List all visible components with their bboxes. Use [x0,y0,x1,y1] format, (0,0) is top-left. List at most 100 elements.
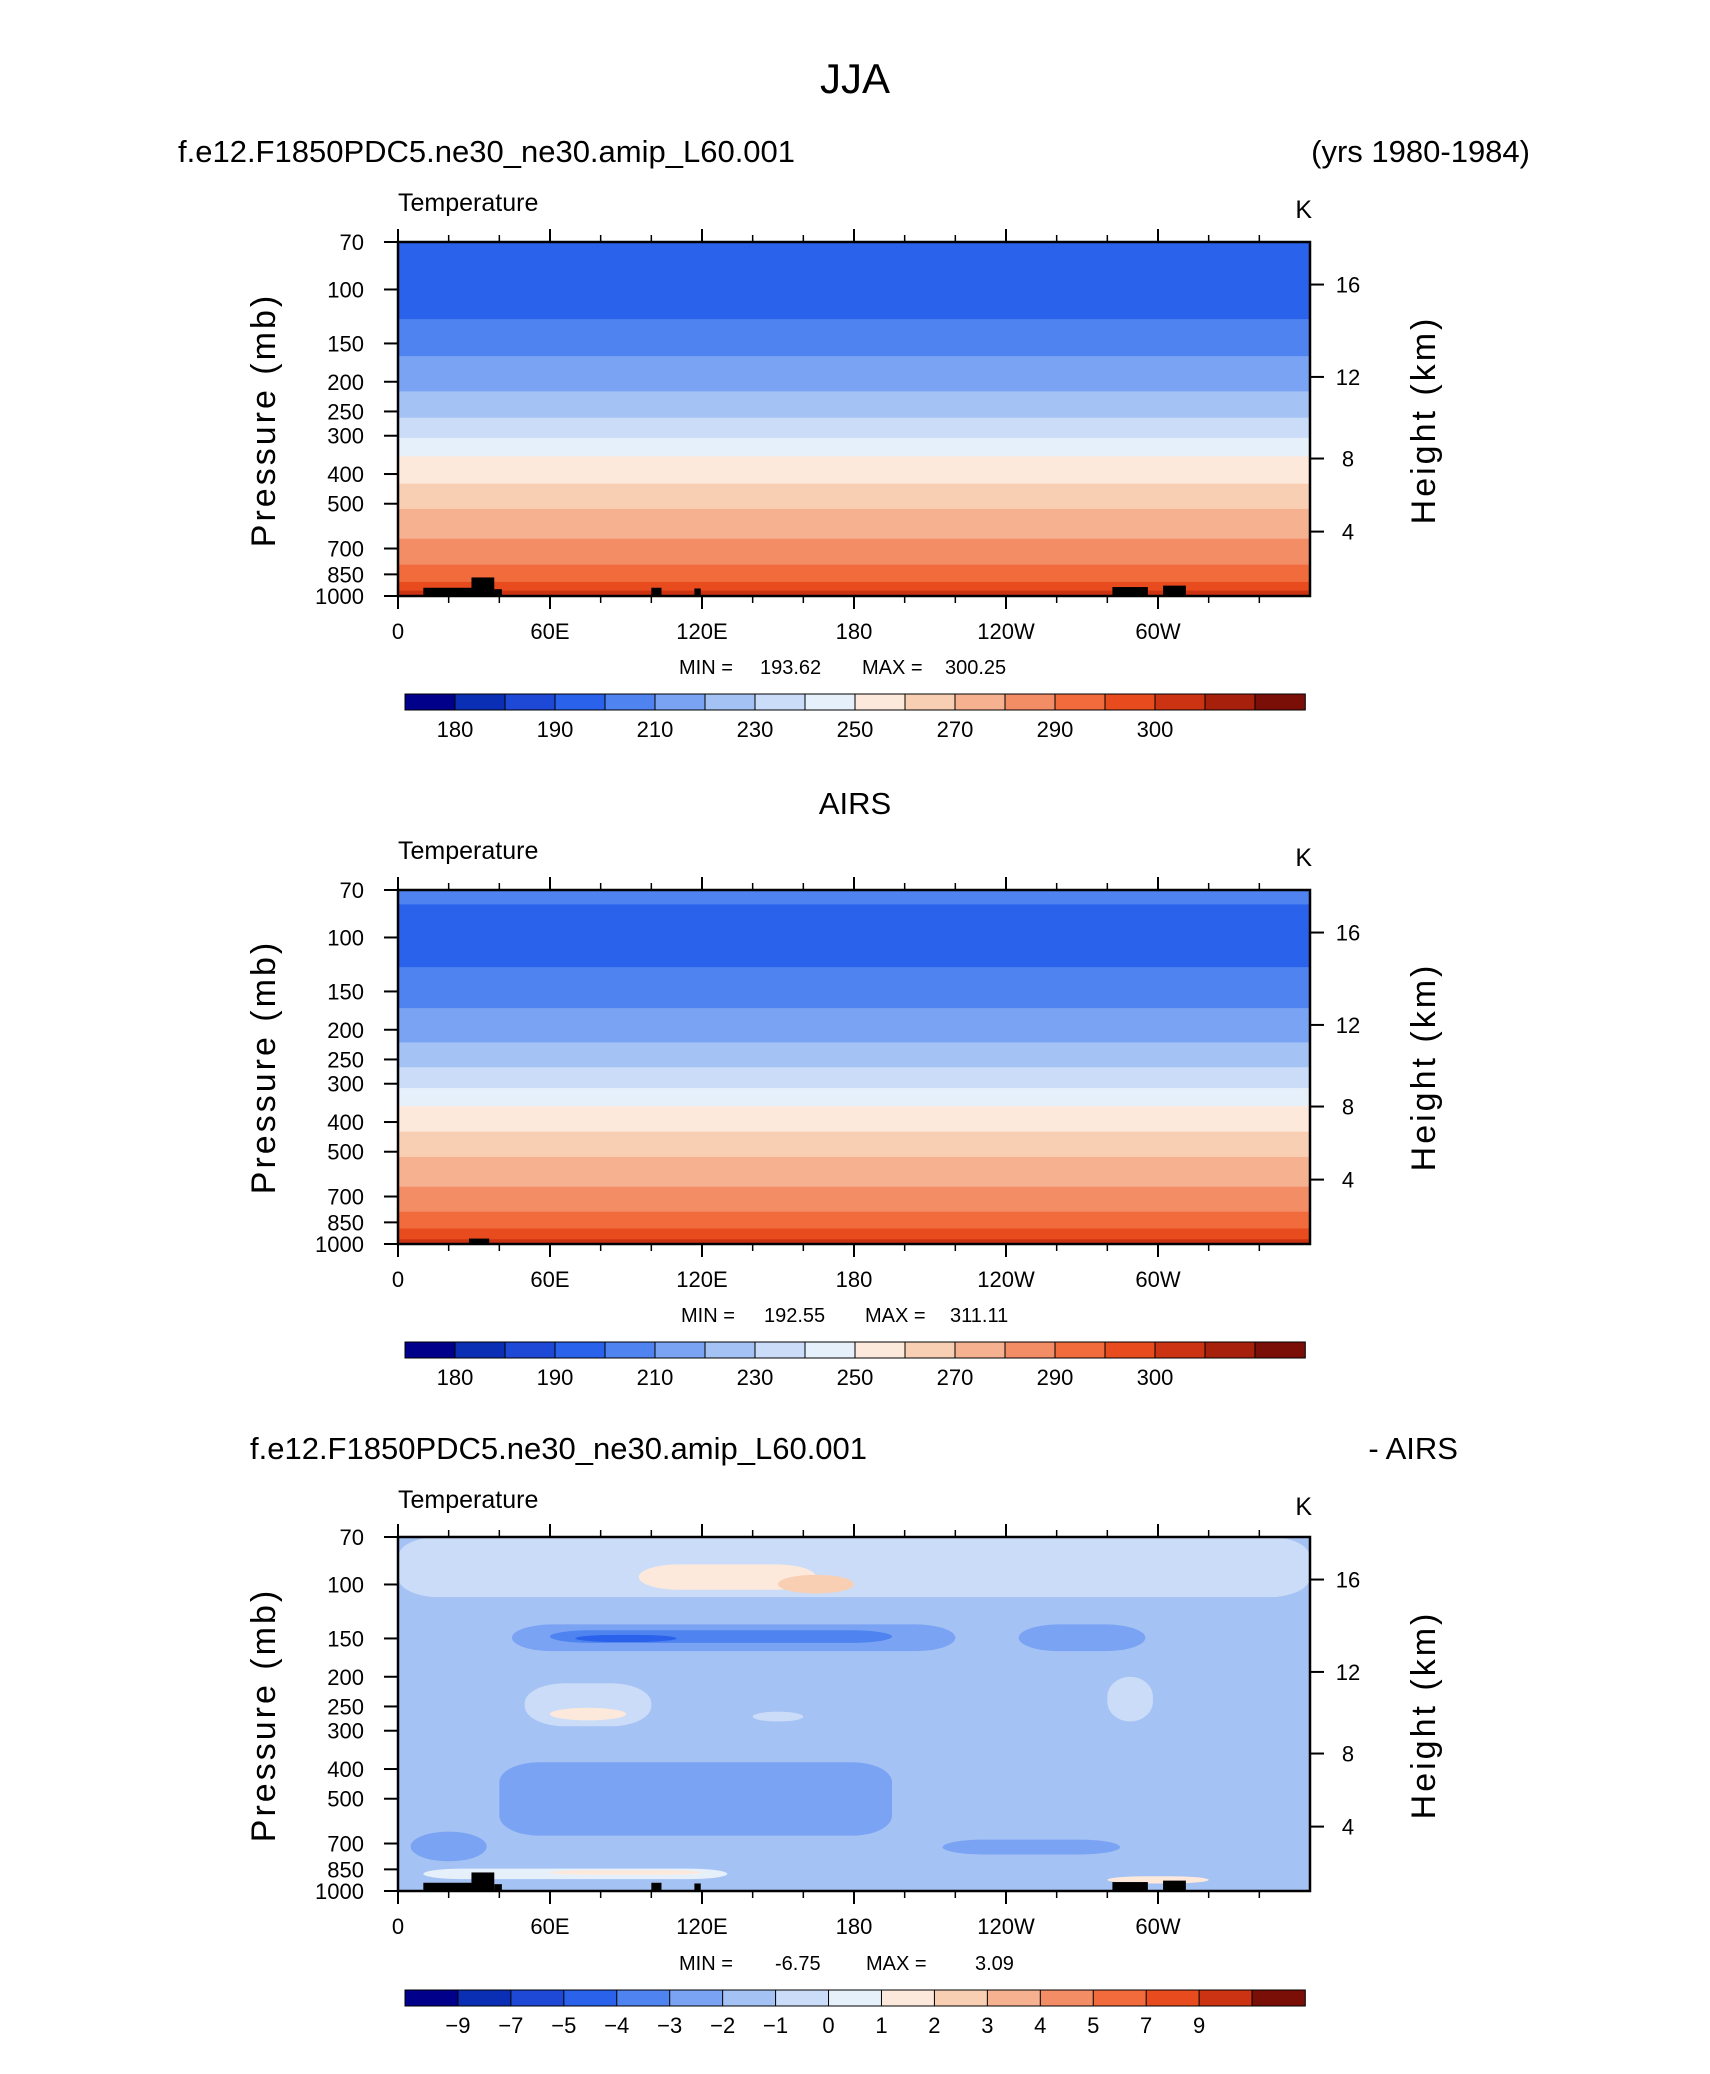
colorbar-swatch [604,1341,656,1359]
colorbar-swatch [1104,693,1156,711]
colorbar-swatch [1145,1989,1200,2007]
colorbar-swatch [986,1989,1042,2007]
topography-mask [1112,587,1148,596]
colorbar-label: 270 [937,717,974,742]
y-tick-label: 850 [327,1857,364,1882]
colorbar-swatch [704,693,756,711]
colorbar-swatch [904,1341,956,1359]
panel-1-min-value: 193.62 [760,657,821,679]
contour-region [778,1574,854,1594]
x-tick-label: 60E [530,1914,569,1939]
panel-2-max-label: MAX = [865,1305,926,1327]
y-tick-label: 200 [327,370,364,395]
colorbar-label: 230 [737,717,774,742]
contour-region [1107,1676,1153,1722]
colorbar-swatch [1154,693,1206,711]
colorbar-swatch [1004,1341,1056,1359]
height-tick-label: 12 [1336,1013,1360,1038]
colorbar-swatch [775,1989,830,2007]
panel-2-max-value: 311.11 [950,1305,1008,1327]
colorbar-label: 190 [537,1365,574,1390]
colorbar-swatch [404,1989,459,2007]
height-tick-label: 8 [1342,447,1354,472]
panel-1-colorbar: 180 190 210 230 250 270 290 300 [404,693,1306,742]
y-tick-label: 400 [327,1757,364,1782]
contour-band [398,483,1310,510]
contour-band [398,538,1310,566]
panel-2-units-label: K [1295,844,1312,872]
y-tick-label: 100 [327,1572,364,1597]
panel-3-max-label: MAX = [866,1953,927,1975]
y-tick-label: 700 [327,1185,364,1210]
x-tick-label: 60E [530,1267,569,1292]
contour-band [398,1067,1310,1089]
colorbar-swatch [722,1989,777,2007]
x-tick-label: 0 [392,1267,404,1292]
height-tick-label: 4 [1342,1815,1354,1840]
panel-1-variable-label: Temperature [398,189,538,217]
contour-band [398,1106,1310,1133]
height-tick-label: 16 [1336,921,1360,946]
topography-mask [694,588,701,596]
colorbar-swatch [1204,693,1256,711]
colorbar-swatch [604,693,656,711]
colorbar-label: −3 [657,2013,682,2038]
contour-band [398,391,1310,419]
colorbar-swatch [804,1341,856,1359]
colorbar-swatch [880,1989,936,2007]
x-tick-label: 60W [1135,1267,1180,1292]
contour-band [398,1008,1310,1043]
colorbar-label: −5 [551,2013,576,2038]
contour-region [550,1870,702,1875]
colorbar-swatch [504,693,556,711]
height-tick-label: 12 [1336,365,1360,390]
colorbar-swatch [554,1341,606,1359]
colorbar-swatch [454,1341,506,1359]
colorbar-swatch [854,693,906,711]
x-tick-label: 0 [392,1914,404,1939]
panel-1-units-label: K [1295,196,1312,224]
colorbar-swatch [554,693,606,711]
colorbar-swatch [933,1989,989,2007]
colorbar-label: 300 [1137,717,1174,742]
panel-2-colorbar: 180 190 210 230 250 270 290 300 [404,1341,1306,1390]
colorbar-label: −4 [604,2013,629,2038]
y-tick-label: 150 [327,331,364,356]
colorbar-label: 270 [937,1365,974,1390]
panel-1-header-left: f.e12.F1850PDC5.ne30_ne30.amip_L60.001 [178,134,795,169]
panel-2-min-label: MIN = [681,1305,735,1327]
colorbar-swatch [1154,1341,1206,1359]
y-tick-label: 150 [327,1626,364,1651]
colorbar-swatch [654,693,706,711]
contour-band [398,356,1310,392]
contour-band [398,1239,1310,1245]
topography-mask [471,577,495,596]
height-tick-label: 8 [1342,1095,1354,1120]
colorbar-swatch [1251,1989,1306,2007]
colorbar-swatch [669,1989,724,2007]
contour-region [575,1634,677,1642]
y-tick-label: 500 [327,1787,364,1812]
y-tick-label: 70 [340,1525,364,1550]
y-tick-label: 1000 [315,1232,364,1257]
colorbar-swatch [828,1989,883,2007]
topography-mask [1163,585,1186,596]
colorbar-label: 180 [437,1365,474,1390]
x-tick-label: 60W [1135,619,1180,644]
y-tick-label: 1000 [315,1879,364,1904]
x-tick-label: 60E [530,619,569,644]
topography-mask [1112,1882,1148,1891]
y-tick-label: 70 [340,878,364,903]
y-tick-label: 250 [327,1047,364,1072]
colorbar-swatch [616,1989,671,2007]
topography-mask [494,589,502,596]
colorbar-swatch [563,1989,618,2007]
y-tick-label: 700 [327,537,364,562]
y-tick-label: 200 [327,1665,364,1690]
panel-1-y-axis-label: Pressure (mb) [245,293,283,547]
height-tick-label: 16 [1336,1568,1360,1593]
